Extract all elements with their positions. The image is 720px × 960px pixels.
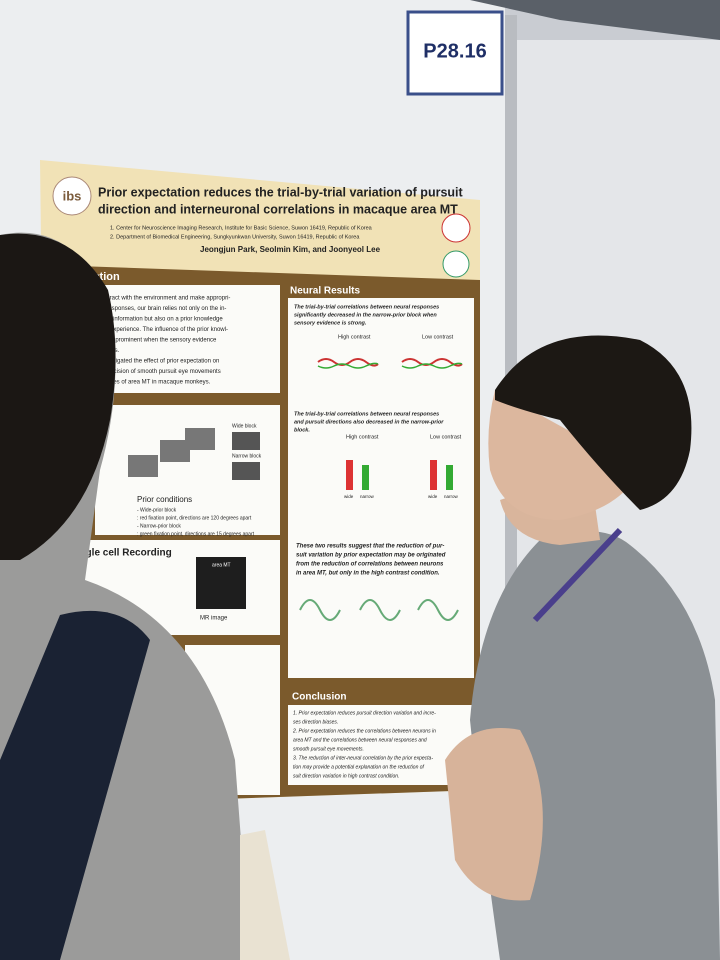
trace bbox=[317, 362, 379, 369]
section-heading: Single cell Recording bbox=[70, 548, 172, 559]
text-line: - Wide-prior block bbox=[137, 507, 177, 513]
text-line: d precision of smooth pursuit eye moveme… bbox=[100, 369, 221, 375]
logo-text: ibs bbox=[63, 188, 82, 203]
text-line: suit variation by prior expectation may … bbox=[296, 553, 446, 559]
text-line: direction and interneuronal correlations… bbox=[98, 202, 458, 216]
text-line: ent experience. The influence of the pri… bbox=[100, 327, 228, 333]
text-line: area MT and the correlations between neu… bbox=[293, 737, 427, 743]
text-line: : green fixation point, directions are 1… bbox=[137, 531, 255, 537]
bar-label: wide bbox=[344, 494, 354, 499]
panel-title: High contrast bbox=[346, 434, 379, 440]
lanyard bbox=[532, 527, 623, 623]
bar-label: narrow bbox=[444, 494, 459, 499]
tuning-curve bbox=[299, 599, 341, 621]
block-image bbox=[232, 432, 260, 450]
text-line: These two results suggest that the reduc… bbox=[296, 544, 444, 550]
text-line: interact with the environment and make a… bbox=[100, 296, 230, 302]
text-line: The trial-by-trial correlations between … bbox=[294, 411, 439, 417]
stimulus bbox=[160, 440, 190, 462]
bar-label: narrow bbox=[360, 494, 375, 499]
logo-cnir bbox=[441, 213, 471, 243]
text-line: and pursuit directions also decreased in… bbox=[294, 419, 444, 425]
panel-title: Low contrast bbox=[430, 434, 462, 440]
panel bbox=[288, 705, 474, 785]
logo-skku bbox=[442, 250, 470, 278]
tote-bag bbox=[240, 830, 290, 960]
text-line: 2. Department of Biomedical Engineering,… bbox=[110, 234, 360, 240]
text-line: 3. The reduction of inter-neural correla… bbox=[293, 755, 433, 761]
logo bbox=[52, 176, 92, 216]
text-line: block. bbox=[294, 427, 310, 433]
text-line: Prior expectation reduces the trial-by-t… bbox=[98, 185, 463, 199]
block-image bbox=[232, 462, 260, 480]
trace bbox=[401, 362, 463, 369]
text-line: ctivities of area MT in macaque monkeys. bbox=[100, 380, 211, 386]
text-line: in area MT, but only in the high contras… bbox=[296, 571, 440, 577]
person-right-face bbox=[488, 390, 640, 520]
text-line: 1. Prior expectation reduces pursuit dir… bbox=[293, 710, 436, 716]
person-right-arms bbox=[445, 728, 543, 901]
section-heading: Neural Results bbox=[290, 286, 360, 297]
bar-wide bbox=[346, 460, 353, 490]
sign-label: P28.16 bbox=[423, 40, 486, 62]
text-line: 2. Prior expectation reduces the correla… bbox=[292, 728, 436, 734]
person-left-hair bbox=[0, 233, 116, 560]
text-line: 1. Center for Neuroscience Imaging Resea… bbox=[110, 225, 373, 231]
tuning-curve bbox=[359, 599, 401, 621]
bag-strap bbox=[0, 610, 150, 960]
person-right-hair bbox=[495, 335, 692, 510]
mr-label: MR image bbox=[200, 616, 228, 622]
text-line: suit direction variation in high contras… bbox=[293, 773, 399, 779]
panel-title: High contrast bbox=[338, 334, 371, 340]
sign bbox=[406, 10, 504, 96]
text-line: sory information but also on a prior kno… bbox=[100, 317, 223, 323]
text-line: al responses, our brain relies not only … bbox=[100, 306, 226, 312]
text-line: investigated the effect of prior expecta… bbox=[100, 359, 219, 365]
block-label: Narrow block bbox=[232, 453, 262, 459]
bar-label: wide bbox=[428, 494, 438, 499]
text-line: more prominent when the sensory evidence bbox=[100, 338, 217, 344]
subheading: Prior conditions bbox=[137, 495, 192, 504]
bar-narrow bbox=[362, 465, 369, 490]
text-line: - Narrow-prior block bbox=[137, 523, 181, 529]
panel bbox=[95, 285, 280, 393]
tuning-curve bbox=[417, 599, 459, 621]
authors: Jeongjun Park, Seolmin Kim, and Joonyeol… bbox=[200, 245, 381, 254]
bar-wide bbox=[430, 460, 437, 490]
text-line: from the reduction of correlations betwe… bbox=[296, 562, 444, 568]
section-heading: Conclusion bbox=[292, 692, 346, 703]
block-label: Wide block bbox=[232, 423, 257, 429]
stimulus bbox=[185, 428, 215, 450]
panel-title: Low contrast bbox=[422, 334, 454, 340]
mr-image bbox=[196, 557, 246, 609]
text-line: The trial-by-trial correlations between … bbox=[294, 304, 439, 310]
stimulus bbox=[128, 455, 158, 477]
text-line: sensory evidence is strong. bbox=[294, 320, 367, 326]
ceiling bbox=[470, 0, 720, 40]
bar-narrow bbox=[446, 465, 453, 490]
mr-area: area MT bbox=[212, 562, 231, 568]
text-line: : red fixation point, directions are 120… bbox=[137, 515, 252, 521]
text-line: tion may provide a potential explanation… bbox=[293, 764, 425, 770]
text-line: significantly decreased in the narrow-pr… bbox=[294, 312, 437, 318]
text-line: ses direction biases. bbox=[293, 719, 338, 725]
text-line: smooth pursuit eye movements. bbox=[293, 746, 364, 752]
